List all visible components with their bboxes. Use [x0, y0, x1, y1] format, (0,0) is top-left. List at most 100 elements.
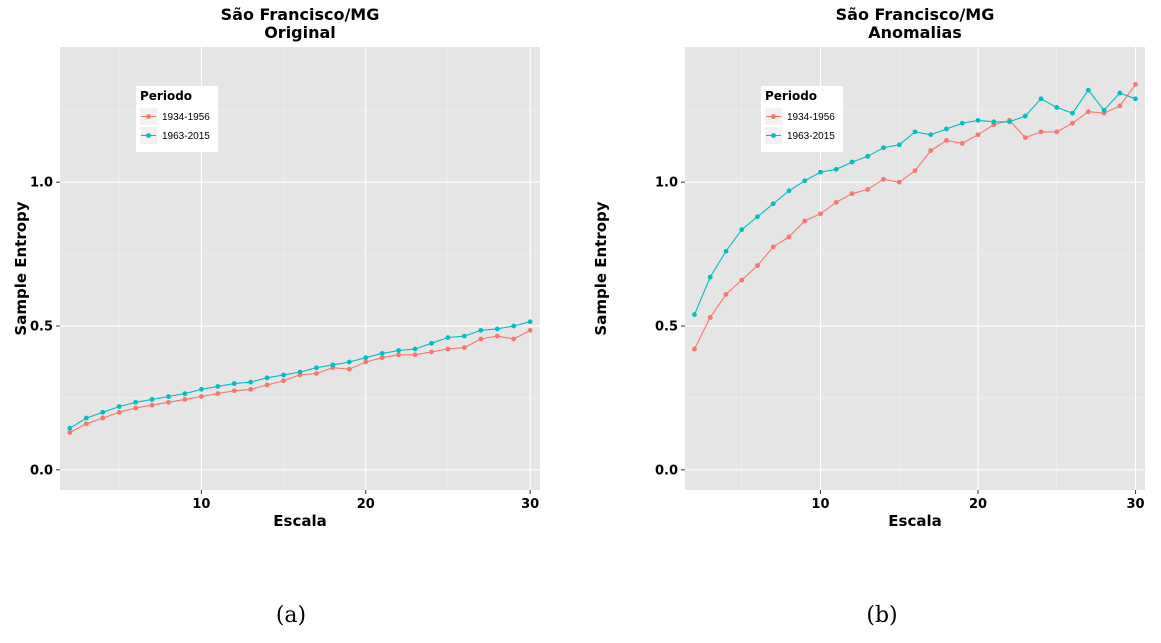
data-point: [281, 378, 286, 384]
legend-title: Periodo: [765, 89, 817, 103]
data-point: [1054, 129, 1060, 135]
data-point: [100, 409, 106, 415]
x-tick-label: 10: [192, 497, 210, 512]
y-axis-title: Sample Entropy: [12, 201, 30, 335]
data-point: [527, 327, 533, 333]
data-point: [849, 191, 855, 197]
data-point: [83, 415, 89, 421]
data-point: [412, 346, 418, 352]
data-point: [692, 312, 697, 317]
data-point: [849, 159, 855, 165]
legend-label: 1963-2015: [162, 131, 210, 142]
data-point: [149, 396, 155, 402]
data-point: [511, 323, 517, 329]
data-point: [1022, 113, 1028, 119]
data-point: [1085, 87, 1091, 93]
data-point: [959, 120, 965, 126]
data-point: [198, 386, 204, 392]
data-point: [527, 319, 533, 325]
data-point: [928, 132, 934, 138]
data-point: [692, 346, 697, 352]
x-tick-label: 10: [811, 497, 829, 512]
x-tick-label: 30: [1127, 497, 1145, 512]
data-point: [314, 371, 319, 376]
data-point: [1022, 135, 1028, 141]
data-point: [182, 396, 188, 402]
chart-subtitle: Anomalias: [868, 23, 962, 42]
legend-label: 1963-2015: [787, 131, 835, 142]
data-point: [802, 218, 808, 224]
data-point: [133, 399, 139, 405]
plot-panel: [60, 47, 540, 490]
data-point: [445, 335, 451, 340]
data-point: [833, 199, 839, 205]
y-tick-label: 0.5: [655, 320, 678, 335]
data-point: [912, 129, 918, 135]
data-point: [67, 430, 73, 435]
data-point: [494, 326, 500, 332]
data-point: [896, 179, 902, 185]
data-point: [723, 248, 729, 254]
data-point: [959, 140, 965, 146]
data-point: [1070, 120, 1075, 126]
data-point: [739, 227, 745, 233]
data-point: [133, 405, 139, 411]
data-point: [67, 425, 73, 431]
data-point: [928, 148, 934, 153]
legend-title: Periodo: [140, 89, 192, 103]
data-point: [991, 119, 997, 125]
y-tick-label: 1.0: [30, 176, 53, 191]
data-point: [346, 366, 352, 372]
data-point: [1117, 90, 1123, 96]
data-point: [166, 394, 171, 399]
x-tick-label: 20: [969, 497, 987, 512]
legend-label: 1934-1956: [787, 112, 835, 123]
data-point: [346, 359, 352, 365]
chart-b-svg: 10 20 30 0.0 0.5 1.0 São Francisco/MGAnomalias…: [592, 5, 1145, 530]
data-point: [461, 333, 467, 339]
legend-key-point: [146, 114, 151, 119]
data-point: [248, 379, 254, 385]
data-point: [723, 291, 729, 297]
data-point: [770, 244, 776, 250]
data-point: [100, 415, 106, 421]
data-point: [396, 348, 402, 353]
data-point: [739, 277, 745, 283]
data-point: [494, 333, 500, 339]
y-tick-label: 0.0: [655, 463, 678, 478]
data-point: [215, 391, 221, 397]
chart-subtitle: Original: [264, 23, 336, 42]
legend-key-point: [771, 133, 776, 138]
data-point: [1054, 105, 1060, 110]
chart-title: São Francisco/MG: [836, 5, 995, 24]
x-tick-label: 30: [521, 497, 539, 512]
data-point: [770, 201, 776, 207]
data-point: [755, 263, 760, 269]
data-point: [478, 327, 484, 333]
data-point: [231, 388, 237, 394]
data-point: [1038, 129, 1044, 135]
caption-b: (b): [866, 603, 898, 628]
data-point: [231, 381, 237, 386]
chart-title: São Francisco/MG: [221, 5, 380, 24]
caption-a: (a): [275, 603, 307, 628]
data-point: [896, 142, 902, 148]
data-point: [379, 350, 385, 356]
x-axis-title: Escala: [273, 512, 326, 530]
data-point: [215, 384, 221, 389]
data-point: [379, 355, 385, 361]
chart-b: 10 20 30 0.0 0.5 1.0 São Francisco/MG Anomalias…: [580, 0, 1161, 560]
data-point: [786, 188, 792, 194]
data-point: [248, 386, 254, 392]
data-point: [264, 375, 270, 381]
data-point: [363, 355, 369, 361]
data-point: [1007, 119, 1012, 125]
data-point: [1117, 103, 1123, 109]
data-point: [975, 117, 981, 123]
data-point: [912, 168, 918, 174]
data-point: [478, 336, 484, 342]
data-point: [786, 234, 792, 240]
data-point: [511, 336, 517, 342]
data-point: [1101, 107, 1107, 113]
data-point: [429, 349, 434, 355]
